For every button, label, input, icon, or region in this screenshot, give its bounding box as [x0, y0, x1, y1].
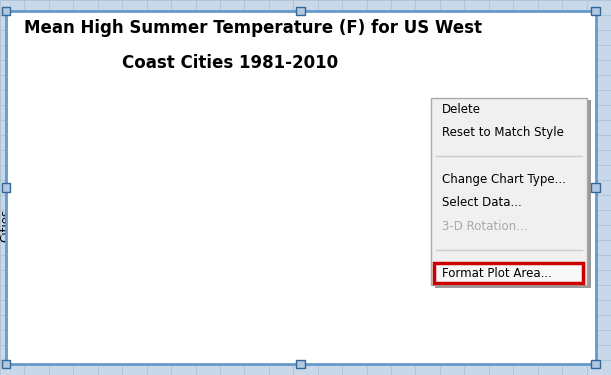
- Bar: [107, 268, 418, 279]
- Text: Select Data...: Select Data...: [442, 196, 522, 210]
- Text: ....: ....: [285, 359, 296, 368]
- Text: 76: 76: [400, 134, 413, 144]
- Bar: [107, 279, 418, 289]
- Bar: [107, 134, 398, 144]
- Text: 68: 68: [369, 231, 382, 241]
- Text: 78: 78: [408, 161, 421, 171]
- Bar: [107, 112, 379, 123]
- Bar: [107, 220, 364, 230]
- Text: 81: 81: [419, 279, 433, 289]
- Text: 73: 73: [389, 258, 401, 268]
- Text: 71: 71: [381, 113, 394, 123]
- Text: 71: 71: [381, 306, 394, 316]
- Bar: [107, 306, 379, 316]
- Text: 66: 66: [362, 209, 375, 219]
- Text: ....: ....: [285, 6, 296, 15]
- Bar: [107, 171, 425, 182]
- Text: 83: 83: [427, 172, 440, 182]
- Bar: [107, 209, 360, 220]
- Bar: [107, 230, 368, 241]
- Text: 81: 81: [419, 268, 433, 278]
- Text: 75: 75: [396, 123, 409, 134]
- Text: Delete: Delete: [442, 103, 481, 116]
- Bar: [107, 123, 395, 134]
- Text: Change Chart Type...: Change Chart Type...: [442, 173, 566, 186]
- Text: 84: 84: [431, 182, 444, 192]
- Text: 67: 67: [365, 220, 379, 230]
- Bar: [107, 316, 398, 327]
- Bar: [107, 161, 406, 171]
- Bar: [107, 257, 387, 268]
- Text: Coast Cities 1981-2010: Coast Cities 1981-2010: [122, 54, 338, 72]
- Text: 76: 76: [400, 327, 413, 337]
- Y-axis label: Cities: Cities: [0, 209, 12, 242]
- Bar: [107, 182, 429, 193]
- Text: 3-D Rotation...: 3-D Rotation...: [442, 220, 527, 233]
- Text: Mean High Summer Temperature (F) for US West: Mean High Summer Temperature (F) for US …: [24, 19, 483, 37]
- Bar: [107, 327, 398, 338]
- Text: 76: 76: [400, 316, 413, 327]
- Text: Format Plot Area...: Format Plot Area...: [442, 267, 552, 280]
- Text: Reset to Match Style: Reset to Match Style: [442, 126, 563, 139]
